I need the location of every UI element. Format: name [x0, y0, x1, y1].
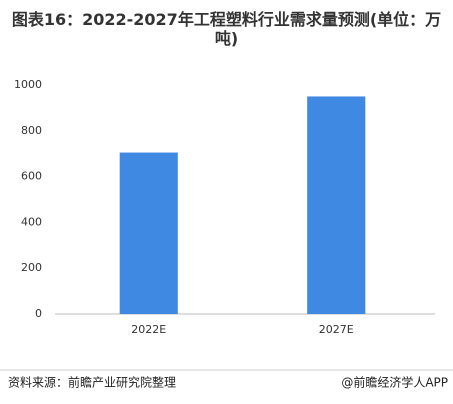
- y-tick-label: 400: [21, 215, 42, 228]
- y-tick-label: 600: [21, 170, 42, 183]
- chart-title: 图表16：2022-2027年工程塑料行业需求量预测(单位：万吨): [11, 10, 442, 48]
- y-tick-label: 800: [21, 124, 42, 137]
- y-tick-label: 200: [21, 261, 42, 274]
- x-tick-label: 2022E: [131, 323, 166, 336]
- bar: [119, 152, 178, 314]
- x-tick-label: 2027E: [319, 323, 354, 336]
- y-tick-label: 1000: [14, 78, 42, 91]
- credit: @前瞻经济学人APP: [341, 375, 448, 390]
- source: 资料来源：前瞻产业研究院整理: [8, 375, 176, 390]
- y-tick-label: 0: [35, 307, 42, 320]
- bar: [307, 96, 366, 314]
